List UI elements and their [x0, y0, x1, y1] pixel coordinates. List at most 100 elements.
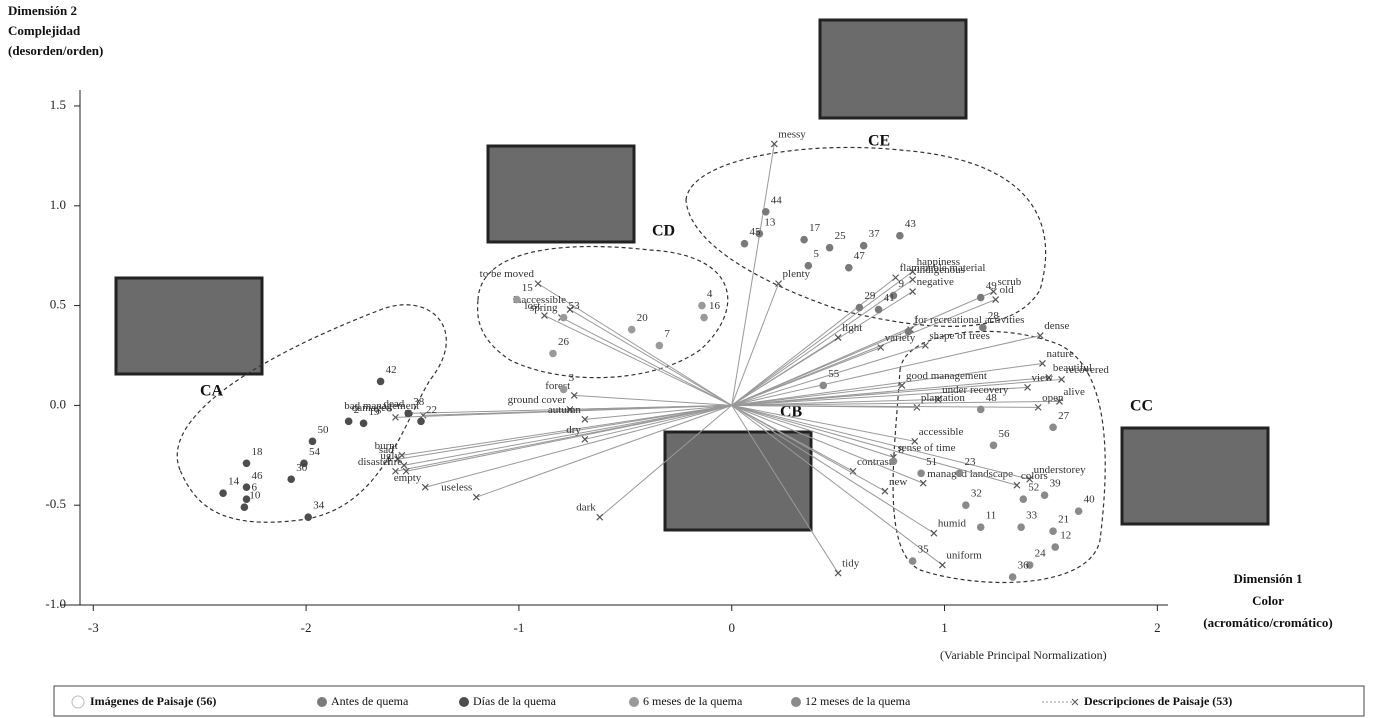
image-point — [560, 314, 568, 322]
point-label: 22 — [426, 404, 437, 416]
image-point — [741, 240, 749, 248]
point-label: 53 — [569, 300, 581, 312]
description-label: view — [1032, 372, 1053, 384]
description-label: for recreational activities — [914, 314, 1024, 326]
vector-line — [561, 318, 731, 406]
point-label: 44 — [771, 194, 783, 206]
vector-line — [574, 395, 731, 405]
image-point — [549, 350, 557, 358]
image-point — [241, 503, 249, 511]
image-point — [860, 242, 868, 250]
description-label: managed landscape — [927, 468, 1013, 480]
chart: -1.0-0.50.00.51.01.5-3-2-1012Dimensión 2… — [0, 0, 1388, 718]
description-label: good management — [906, 370, 987, 382]
point-label: 43 — [905, 218, 917, 230]
image-point — [309, 438, 317, 446]
description-marker — [939, 562, 945, 568]
y-tick-label: 1.5 — [50, 97, 66, 112]
image-point — [962, 501, 970, 509]
photos — [116, 20, 1268, 530]
point-label: 10 — [249, 490, 261, 502]
point-label: 18 — [252, 446, 263, 458]
description-label: dry — [566, 424, 581, 436]
description-label: plantation — [921, 392, 965, 404]
y-axis-title: (desorden/orden) — [8, 43, 103, 58]
image-point — [909, 557, 917, 565]
image-point — [417, 418, 425, 426]
description-label: nature — [1046, 348, 1074, 360]
point-label: 47 — [854, 250, 866, 262]
image-point — [819, 382, 827, 390]
image-point — [917, 469, 925, 477]
image-point — [304, 513, 312, 521]
cluster-cd — [478, 247, 728, 378]
legend: Imágenes de Paisaje (56)Antes de quemaDí… — [54, 686, 1364, 716]
vector-line — [732, 330, 911, 406]
image-point — [956, 469, 964, 477]
description-label: shape of trees — [929, 330, 989, 342]
image-point — [875, 306, 883, 314]
point-label: 28 — [988, 310, 1000, 322]
image-point — [1017, 523, 1025, 531]
point-label: 45 — [749, 226, 761, 238]
vector-line — [570, 310, 732, 406]
image-point — [560, 386, 568, 394]
description-marker — [882, 488, 888, 494]
legend-symbol — [791, 697, 801, 707]
x-tick-label: -2 — [301, 620, 312, 635]
image-point — [628, 326, 636, 334]
photo-ca — [116, 278, 262, 374]
point-label: 35 — [918, 544, 930, 556]
point-label: 39 — [1050, 478, 1062, 490]
point-label: 15 — [522, 282, 534, 294]
point-label: 23 — [964, 456, 976, 468]
image-point — [404, 410, 412, 418]
description-label: sense of time — [897, 442, 955, 454]
image-point — [700, 314, 708, 322]
description-marker — [535, 281, 541, 287]
point-label: 21 — [1058, 514, 1069, 526]
image-point — [513, 296, 521, 304]
y-tick-label: -1.0 — [45, 596, 66, 611]
point-label: 20 — [637, 312, 649, 324]
image-point — [977, 523, 985, 531]
point-label: 7 — [664, 328, 670, 340]
description-label: useless — [441, 482, 472, 494]
x-tick-label: 0 — [728, 620, 735, 635]
image-point — [805, 262, 813, 270]
image-point — [977, 294, 985, 302]
y-axis-title: Dimensión 2 — [8, 3, 77, 18]
x-axis-title: Dimensión 1 — [1234, 571, 1303, 586]
point-label: 55 — [828, 368, 840, 380]
y-tick-label: 1.0 — [50, 197, 66, 212]
description-label: dark — [576, 502, 596, 514]
legend-label: Imágenes de Paisaje (56) — [90, 694, 216, 708]
y-tick-label: -0.5 — [45, 496, 66, 511]
legend-symbol — [629, 697, 639, 707]
image-point — [1019, 495, 1027, 503]
image-point — [219, 489, 227, 497]
x-tick-label: -1 — [513, 620, 524, 635]
image-point — [1049, 424, 1057, 432]
description-label: old — [1000, 284, 1015, 296]
point-label: 12 — [1060, 530, 1071, 542]
description-label: alive — [1063, 386, 1084, 398]
point-label: 40 — [1084, 494, 1096, 506]
image-point — [896, 232, 904, 240]
point-label: 34 — [313, 500, 325, 512]
image-point — [990, 442, 998, 450]
description-label: colors — [1021, 470, 1048, 482]
legend-label: Antes de quema — [331, 694, 409, 708]
point-label: 32 — [971, 488, 982, 500]
y-axis-title: Complejidad — [8, 23, 81, 38]
point-label: 2 — [354, 404, 360, 416]
description-label: light — [842, 322, 862, 334]
description-label: empty — [394, 472, 422, 484]
description-label: tidy — [842, 558, 860, 570]
point-label: 30 — [296, 462, 308, 474]
legend-label: 12 meses de la quema — [805, 694, 911, 708]
photo-cb — [665, 432, 811, 530]
point-label: 1 — [913, 314, 919, 326]
point-label: 51 — [926, 456, 937, 468]
point-label: 16 — [709, 300, 721, 312]
